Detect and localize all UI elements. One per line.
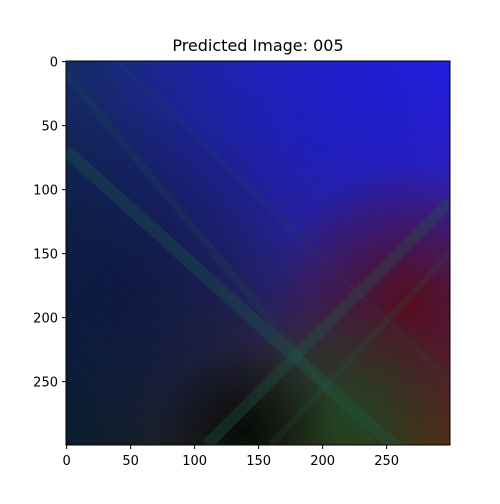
x-tick-label: 150 (246, 454, 271, 469)
texture-line (66, 329, 182, 445)
image-pixels (0, 61, 500, 445)
chart-title: Predicted Image: 005 (172, 36, 343, 55)
y-tick-label: 150 (33, 248, 58, 263)
texture-line (66, 61, 397, 392)
texture-line (66, 61, 259, 254)
texture-line (303, 61, 450, 208)
y-tick-label: 100 (33, 184, 58, 199)
texture-line (0, 61, 28, 445)
texture-line (280, 61, 450, 231)
texture-line (372, 61, 450, 139)
texture-line (357, 352, 450, 445)
predicted-image (0, 61, 500, 445)
diagonal-streak (66, 145, 403, 445)
y-tick-label: 50 (41, 120, 58, 135)
texture-line (219, 213, 450, 445)
texture-line (288, 283, 450, 445)
dark-region (66, 61, 450, 445)
axes: 0 50 100 150 200 250 0 50 100 150 200 250 (33, 56, 451, 469)
axes-frame (65, 60, 451, 446)
texture-line (326, 61, 450, 185)
texture-line (441, 61, 450, 70)
texture-line (311, 306, 450, 445)
texture-line (0, 61, 5, 445)
y-tick-label: 200 (33, 312, 58, 327)
texture-line (257, 61, 450, 254)
texture-line (334, 329, 450, 445)
texture-line (211, 61, 450, 300)
texture-line (66, 259, 251, 445)
texture-line (66, 61, 328, 323)
texture-line (66, 190, 320, 445)
texture-line (173, 167, 450, 445)
texture-line (242, 236, 450, 445)
diagonal-streak (202, 197, 450, 445)
texture-line (66, 61, 144, 139)
texture-line (349, 61, 450, 162)
texture-line (66, 61, 420, 415)
texture-line (188, 61, 450, 323)
diagonal-streak (268, 250, 450, 445)
y-tick-label: 0 (50, 56, 58, 71)
texture-line (127, 121, 450, 445)
texture-line (66, 61, 213, 208)
texture-line (66, 61, 351, 346)
x-tick-label: 50 (122, 454, 139, 469)
diagonal-streak (66, 71, 377, 445)
texture-line (150, 144, 450, 445)
texture-line (81, 75, 450, 445)
texture-line (66, 236, 274, 445)
texture-line (96, 61, 450, 415)
texture-line (449, 444, 450, 445)
texture-line (66, 75, 435, 445)
diagonal-streak (115, 61, 450, 383)
texture-line (380, 375, 450, 445)
texture-line (73, 61, 450, 439)
texture-line (165, 61, 450, 346)
texture-line (66, 61, 374, 369)
texture-line (66, 98, 412, 445)
texture-line (119, 61, 450, 392)
texture-line (66, 306, 205, 445)
texture-line (265, 259, 450, 445)
texture-line (488, 61, 500, 445)
texture-line (66, 61, 305, 300)
texture-line (66, 144, 366, 445)
texture-line (66, 375, 136, 445)
texture-line (234, 61, 450, 277)
x-tick-label: 250 (374, 454, 399, 469)
texture-line (142, 61, 450, 369)
texture-line (66, 61, 443, 439)
texture-line (66, 283, 228, 445)
texture-line (66, 61, 167, 162)
x-tick-label: 100 (182, 454, 207, 469)
texture-line (66, 121, 389, 445)
texture-line (66, 213, 297, 445)
texture-line (66, 61, 190, 185)
texture-line (66, 61, 282, 277)
texture-line (196, 190, 450, 445)
x-tick-label: 0 (62, 454, 70, 469)
x-tick-label: 200 (310, 454, 335, 469)
texture-line (66, 167, 343, 445)
texture-line (465, 61, 500, 445)
texture-line (66, 352, 159, 445)
texture-line (66, 61, 236, 231)
texture-line (104, 98, 450, 445)
y-tick-label: 250 (33, 376, 58, 391)
